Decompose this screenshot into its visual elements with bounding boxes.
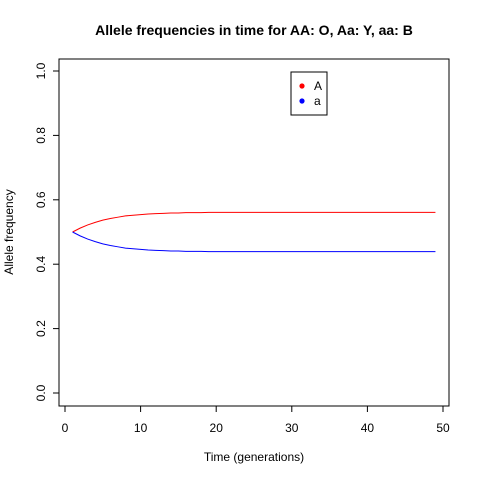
y-tick-label: 0.8 xyxy=(34,127,48,144)
x-tick-label: 10 xyxy=(134,421,148,435)
x-axis-label: Time (generations) xyxy=(204,450,304,464)
x-tick-label: 0 xyxy=(62,421,69,435)
legend-label-A: A xyxy=(314,79,322,93)
y-axis-label: Allele frequency xyxy=(2,189,16,274)
x-axis: 0 10 20 30 40 50 xyxy=(62,405,450,435)
y-tick-label: 1.0 xyxy=(34,62,48,79)
x-tick-label: 20 xyxy=(210,421,224,435)
y-axis: 0.0 0.2 0.4 0.6 0.8 1.0 xyxy=(34,62,60,401)
x-tick-label: 40 xyxy=(361,421,375,435)
series-layer xyxy=(72,211,436,253)
series-line-A xyxy=(72,211,436,233)
y-tick-label: 0.0 xyxy=(34,384,48,401)
x-tick-label: 50 xyxy=(436,421,450,435)
series-line-a xyxy=(72,231,436,253)
plot-frame xyxy=(58,58,450,407)
legend-marker-a xyxy=(299,98,305,104)
y-tick-label: 0.6 xyxy=(34,191,48,208)
x-tick-label: 30 xyxy=(285,421,299,435)
legend-box xyxy=(290,71,328,116)
y-tick-label: 0.4 xyxy=(34,256,48,273)
chart-title: Allele frequencies in time for AA: O, Aa… xyxy=(95,22,413,38)
legend: Aa xyxy=(290,71,328,116)
y-tick-label: 0.2 xyxy=(34,320,48,337)
legend-marker-A xyxy=(299,83,305,89)
legend-label-a: a xyxy=(314,94,321,108)
